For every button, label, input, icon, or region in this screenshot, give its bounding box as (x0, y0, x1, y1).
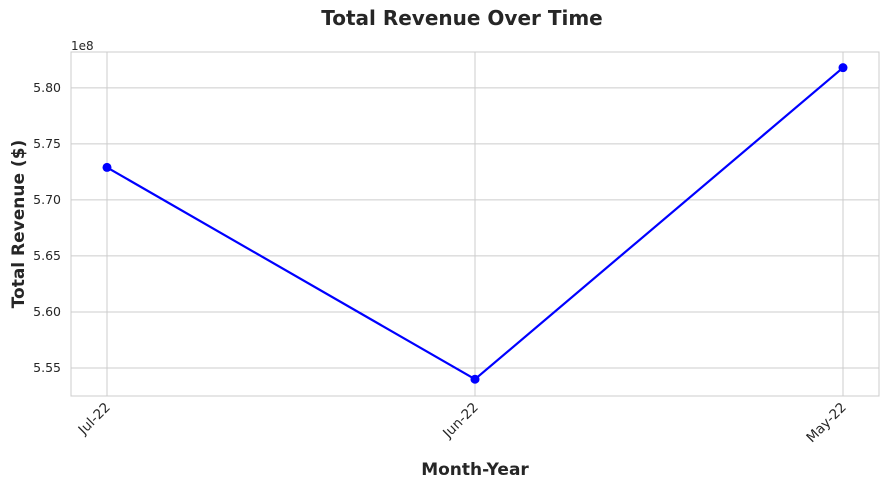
y-tick-label: 5.75 (33, 136, 61, 151)
x-tick-label: Jul-22 (75, 400, 114, 439)
y-scale-label: 1e8 (71, 39, 94, 53)
x-tick-label: Jun-22 (439, 400, 482, 443)
series (102, 63, 848, 384)
y-tick-label: 5.80 (33, 80, 61, 95)
y-tick-label: 5.65 (33, 248, 61, 263)
x-axis-label: Month-Year (421, 460, 529, 480)
x-axis-ticks: Jul-22 Jun-22 May-22 (75, 400, 850, 446)
data-point (102, 162, 112, 172)
x-tick-label: May-22 (803, 400, 849, 446)
y-axis-label: Total Revenue ($) (9, 140, 29, 309)
y-tick-label: 5.60 (33, 304, 61, 319)
chart-title: Total Revenue Over Time (321, 6, 603, 30)
data-point (470, 374, 480, 384)
plot-frame (70, 51, 880, 397)
y-axis-ticks: 5.55 5.60 5.65 5.70 5.75 5.80 (33, 80, 61, 375)
data-point (838, 63, 848, 73)
y-tick-label: 5.55 (33, 360, 61, 375)
grid (71, 52, 879, 396)
y-tick-label: 5.70 (33, 192, 61, 207)
